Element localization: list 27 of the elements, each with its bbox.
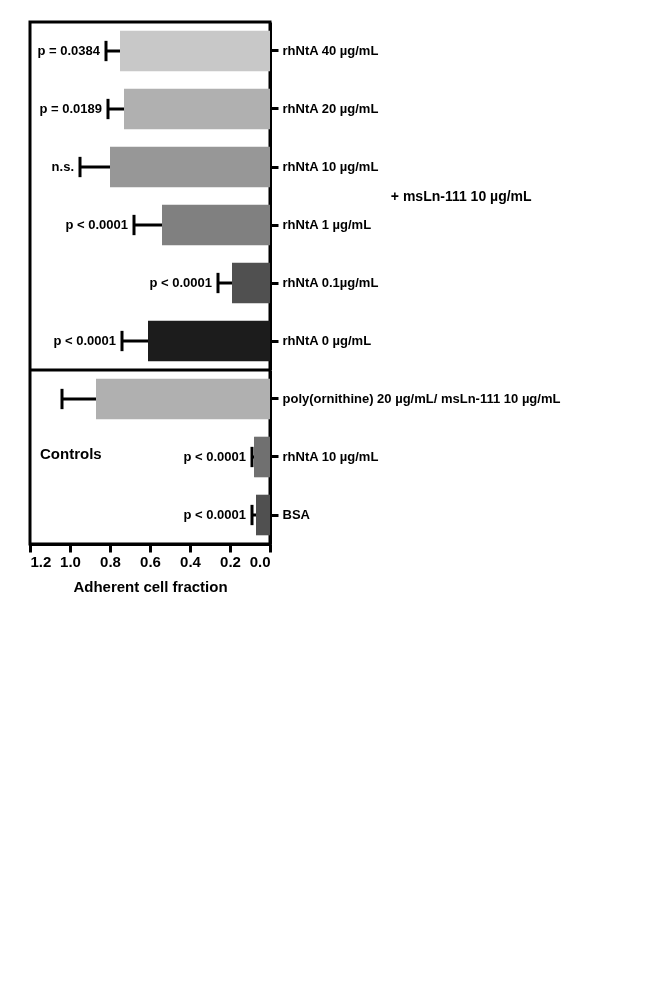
y-axis-title: + msLn-111 10 µg/mL	[390, 187, 533, 204]
x-axis-title: Adherent cell fraction	[73, 577, 228, 595]
x-tick-label: 0.8	[100, 552, 121, 570]
y-tick-label: rhNtA 10 µg/mL	[282, 159, 379, 174]
x-tick-label: 0.4	[180, 552, 202, 570]
annotation: p < 0.0001	[183, 449, 246, 464]
y-tick-label: rhNtA 10 µg/mL	[282, 449, 379, 464]
x-tick-label: 1.0	[60, 552, 81, 570]
y-tick-label: BSA	[282, 507, 311, 522]
y-tick-label: rhNtA 0.1µg/mL	[282, 275, 379, 290]
annotation: n.s.	[51, 159, 74, 174]
y-tick-label: rhNtA 0 µg/mL	[282, 333, 372, 348]
x-tick-label: 0.6	[140, 552, 161, 570]
y-tick-label: rhNtA 1 µg/mL	[282, 217, 372, 232]
annotation: p < 0.0001	[149, 275, 212, 290]
annotation: p < 0.0001	[183, 507, 246, 522]
x-tick-label: 0.0	[249, 552, 271, 570]
annotation: Controls	[40, 445, 102, 462]
annotation: p = 0.0384	[37, 43, 101, 58]
x-tick-label: 1.2	[30, 552, 52, 570]
annotation: p < 0.0001	[65, 217, 128, 232]
annotation: p = 0.0189	[39, 101, 102, 116]
x-tick-label: 0.2	[220, 552, 241, 570]
annotation: p < 0.0001	[53, 333, 116, 348]
y-tick-label: rhNtA 40 µg/mL	[282, 43, 379, 58]
y-tick-label: rhNtA 20 µg/mL	[282, 101, 379, 116]
y-tick-label: poly(ornithine) 20 µg/mL/ msLn-111 10 µg/mL	[282, 391, 561, 406]
